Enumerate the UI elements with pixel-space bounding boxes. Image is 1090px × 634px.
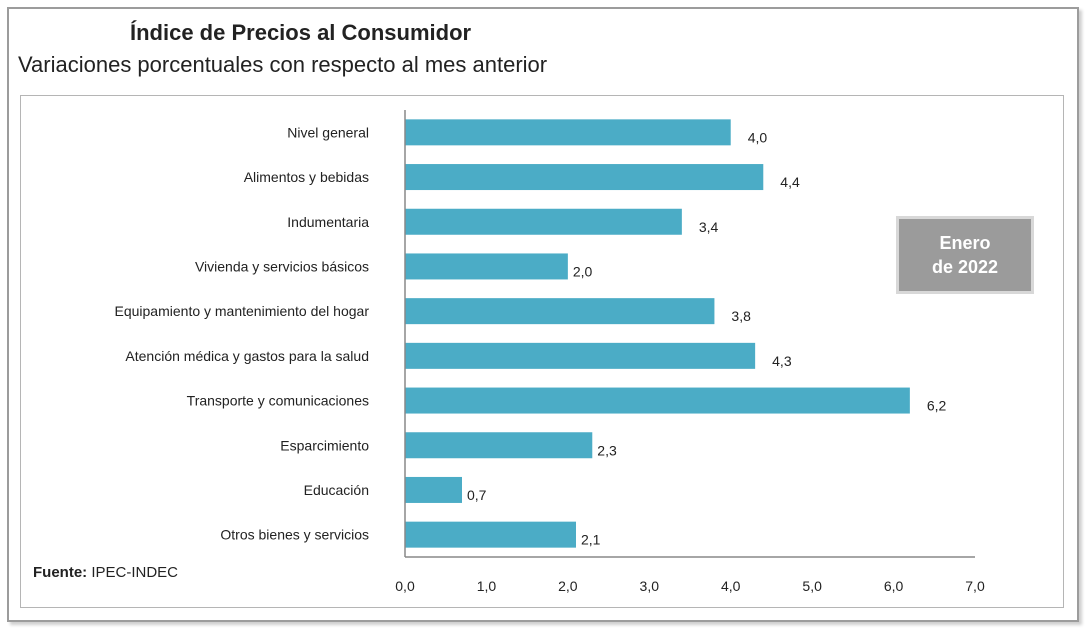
data-label: 4,4 — [780, 174, 800, 190]
data-label: 2,1 — [581, 532, 601, 548]
source-note: Fuente: IPEC-INDEC — [33, 564, 178, 581]
category-label: Esparcimiento — [280, 437, 369, 453]
data-label: 6,2 — [927, 398, 947, 414]
bar — [405, 342, 756, 369]
x-tick-label: 1,0 — [477, 578, 497, 594]
bar — [405, 119, 731, 146]
x-tick-label: 0,0 — [395, 578, 415, 594]
category-label: Equipamiento y mantenimiento del hogar — [115, 303, 370, 319]
data-label: 0,7 — [467, 487, 487, 503]
category-label: Alimentos y bebidas — [244, 169, 369, 185]
x-tick-label: 4,0 — [721, 578, 741, 594]
x-tick-label: 2,0 — [558, 578, 578, 594]
bar — [405, 298, 715, 325]
bar — [405, 208, 682, 235]
category-label: Atención médica y gastos para la salud — [125, 348, 369, 364]
bar — [405, 476, 462, 503]
period-badge: Enero de 2022 — [896, 216, 1034, 294]
category-label: Transporte y comunicaciones — [187, 393, 369, 409]
bar — [405, 432, 593, 459]
bar — [405, 253, 568, 280]
category-label: Indumentaria — [287, 214, 369, 230]
period-badge-line1: Enero — [939, 233, 991, 253]
x-tick-label: 5,0 — [802, 578, 822, 594]
category-label: Nivel general — [287, 124, 369, 140]
chart-subtitle: Variaciones porcentuales con respecto al… — [18, 52, 548, 77]
data-label: 4,3 — [772, 353, 792, 369]
x-tick-label: 7,0 — [965, 578, 985, 594]
data-label: 3,8 — [731, 308, 751, 324]
data-label: 4,0 — [748, 129, 768, 145]
bar — [405, 521, 576, 548]
category-label: Vivienda y servicios básicos — [195, 258, 369, 274]
plot-area — [20, 95, 1064, 608]
data-label: 2,0 — [573, 263, 593, 279]
x-tick-label: 3,0 — [640, 578, 660, 594]
bar — [405, 387, 910, 414]
period-badge-line2: de 2022 — [931, 257, 999, 277]
category-label: Otros bienes y servicios — [220, 527, 369, 543]
category-label: Educación — [304, 482, 369, 498]
source-value: IPEC-INDEC — [91, 564, 179, 581]
x-tick-label: 6,0 — [884, 578, 904, 594]
data-label: 3,4 — [699, 219, 719, 235]
source-label: Fuente: — [33, 564, 88, 581]
chart-title: Índice de Precios al Consumidor — [130, 20, 472, 45]
bar — [405, 164, 764, 191]
data-label: 2,3 — [597, 442, 617, 458]
